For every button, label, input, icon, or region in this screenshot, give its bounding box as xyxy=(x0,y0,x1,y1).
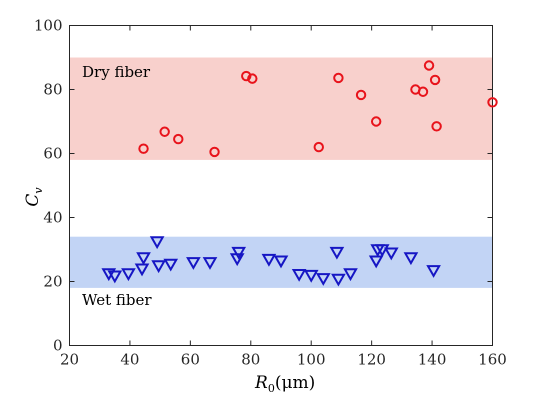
y-tick-label: 100 xyxy=(34,17,63,35)
data-point-circle xyxy=(209,146,220,158)
x-axis-label: R0(μm) xyxy=(254,373,315,395)
x-tick-label: 40 xyxy=(120,351,139,369)
data-point-circle xyxy=(173,133,184,145)
data-point-circle xyxy=(370,116,382,127)
wet-fiber-label: Wet fiber xyxy=(82,291,152,309)
data-point-triangle xyxy=(303,269,319,283)
data-point-circle xyxy=(313,141,324,153)
y-tick-label: 20 xyxy=(43,273,62,291)
x-tick-label: 20 xyxy=(60,351,79,369)
data-point-circle xyxy=(417,86,429,97)
y-tick-label: 0 xyxy=(53,337,63,355)
data-point-triangle xyxy=(202,257,218,270)
bands-layer xyxy=(69,57,493,288)
band-1 xyxy=(69,236,493,288)
y-tick-label: 40 xyxy=(43,209,62,227)
data-point-triangle xyxy=(368,255,384,269)
x-tick-label: 120 xyxy=(357,351,386,369)
data-point-circle xyxy=(159,126,170,137)
data-point-circle xyxy=(423,60,435,71)
y-tick-label: 80 xyxy=(43,81,62,99)
x-axis-subscript: 0 xyxy=(268,382,275,395)
data-point-circle xyxy=(355,89,367,101)
data-point-triangle xyxy=(149,236,165,250)
data-point-triangle xyxy=(374,244,390,258)
data-point-triangle xyxy=(136,252,151,266)
data-point-triangle xyxy=(273,255,289,269)
x-axis-symbol: R xyxy=(254,373,268,393)
data-point-triangle xyxy=(261,253,277,267)
y-axis-label-group: Cv xyxy=(23,187,45,207)
data-point-triangle xyxy=(151,260,166,274)
y-axis-label: Cv xyxy=(23,187,45,207)
data-point-triangle xyxy=(403,252,419,266)
dry-fiber-label: Dry fiber xyxy=(82,63,151,81)
data-point-triangle xyxy=(163,258,179,272)
data-point-triangle xyxy=(329,246,345,260)
data-point-triangle xyxy=(343,268,358,282)
data-point-circle xyxy=(241,70,252,82)
y-axis-symbol: C xyxy=(23,194,43,207)
data-point-triangle xyxy=(121,268,136,282)
data-point-triangle xyxy=(383,247,399,261)
data-point-circle xyxy=(487,97,498,108)
band-0 xyxy=(69,57,493,160)
series-layer xyxy=(101,60,498,287)
data-point-triangle xyxy=(134,263,150,277)
data-point-triangle xyxy=(331,273,346,287)
x-axis-unit: (μm) xyxy=(275,373,315,393)
x-tick-label: 60 xyxy=(181,351,200,369)
data-point-triangle xyxy=(426,265,441,278)
data-point-triangle xyxy=(315,273,331,286)
data-point-circle xyxy=(431,121,442,132)
data-point-triangle xyxy=(186,257,201,270)
data-point-circle xyxy=(429,74,441,86)
data-point-triangle xyxy=(291,268,307,282)
y-axis-subscript: v xyxy=(32,187,45,194)
x-tick-label: 140 xyxy=(418,351,447,369)
y-tick-label: 60 xyxy=(43,145,62,163)
data-point-triangle xyxy=(231,246,247,260)
data-point-triangle xyxy=(107,270,123,284)
x-tick-label: 100 xyxy=(297,351,326,369)
data-point-circle xyxy=(138,143,149,154)
data-point-circle xyxy=(333,72,344,84)
x-tick-label: 80 xyxy=(241,351,260,369)
data-point-circle xyxy=(247,73,258,84)
series-0 xyxy=(138,60,498,158)
x-tick-label: 160 xyxy=(478,351,507,369)
series-1 xyxy=(101,236,441,287)
plot-frame xyxy=(69,25,493,346)
